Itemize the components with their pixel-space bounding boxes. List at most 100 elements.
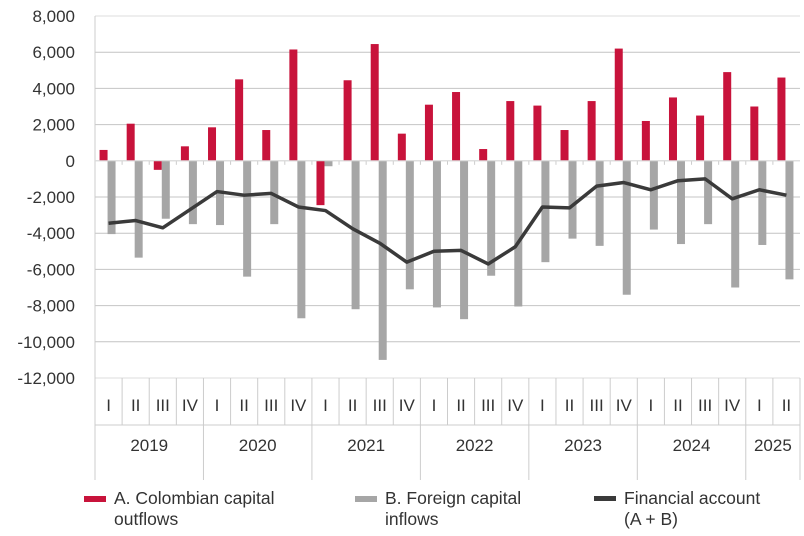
bar-outflows	[424, 104, 433, 161]
x-tick-label: III	[481, 396, 495, 415]
bar-inflows	[107, 160, 116, 235]
year-label: 2021	[347, 436, 385, 455]
y-tick-label: 6,000	[32, 43, 75, 62]
legend-label: Financial account	[624, 488, 761, 508]
line-financial-account	[108, 177, 787, 266]
bar-outflows	[587, 101, 596, 161]
year-label: 2019	[130, 436, 168, 455]
x-tick-label: II	[782, 396, 791, 415]
bar-inflows	[785, 160, 794, 280]
y-tick-label: 8,000	[32, 7, 75, 26]
chart-svg: 8,000 6,000 4,000 2,000 0 -2,000 -4,000 -6,000 -…	[17, 7, 801, 480]
y-tick-label: -10,000	[17, 333, 75, 352]
bar-outflows	[777, 77, 786, 161]
bar-outflows	[343, 80, 352, 161]
bar-inflows	[243, 160, 252, 277]
bar-outflows	[316, 160, 325, 206]
y-tick-label: -2,000	[27, 188, 75, 207]
legend-label: A. Colombian capital	[114, 488, 275, 508]
y-tick-label: -6,000	[27, 260, 75, 279]
bar-inflows	[351, 160, 360, 310]
bar-inflows	[432, 160, 441, 308]
bar-outflows	[180, 146, 189, 161]
bar-outflows	[506, 101, 515, 161]
x-tick-label: II	[565, 396, 574, 415]
x-tick-label: II	[131, 396, 140, 415]
bar-inflows	[270, 160, 279, 225]
x-tick-label: III	[590, 396, 604, 415]
year-label: 2020	[239, 436, 277, 455]
x-tick-label: III	[156, 396, 170, 415]
x-tick-label: IV	[616, 396, 633, 415]
y-tick-label: 4,000	[32, 79, 75, 98]
bar-outflows	[533, 105, 542, 161]
bar-inflows	[514, 160, 523, 307]
y-tick-label: 2,000	[32, 116, 75, 135]
legend-swatch	[84, 496, 106, 502]
legend-label: outflows	[114, 509, 179, 529]
bar-outflows	[126, 123, 135, 161]
bar-inflows	[324, 160, 333, 167]
bar-outflows	[397, 133, 406, 161]
bar-outflows	[696, 115, 705, 161]
x-tick-label: IV	[724, 396, 741, 415]
x-tick-label: III	[698, 396, 712, 415]
legend-item-outflows: A. Colombian capital outflows	[84, 488, 275, 530]
bar-inflows	[188, 160, 197, 225]
bar-inflows	[704, 160, 713, 225]
bar-inflows	[676, 160, 685, 245]
x-tick-label: II	[239, 396, 248, 415]
x-tick-label: IV	[182, 396, 199, 415]
bar-inflows	[297, 160, 306, 319]
x-tick-label: II	[348, 396, 357, 415]
y-tick-label: 0	[66, 152, 75, 171]
bar-inflows	[460, 160, 469, 320]
bar-inflows	[487, 160, 496, 276]
bar-outflows	[452, 92, 461, 161]
bar-inflows	[568, 160, 577, 239]
x-tick-label: I	[106, 396, 111, 415]
bar-outflows	[750, 106, 759, 161]
bar-inflows	[541, 160, 550, 263]
bar-inflows	[622, 160, 631, 295]
legend-swatch	[355, 496, 377, 502]
x-tick-label: I	[215, 396, 220, 415]
bar-inflows	[649, 160, 658, 230]
bar-outflows	[370, 44, 379, 161]
bar-inflows	[595, 160, 604, 246]
year-label: 2024	[673, 436, 711, 455]
bar-outflows	[668, 97, 677, 161]
bar-outflows	[614, 48, 623, 161]
x-tick-label: II	[456, 396, 465, 415]
bar-inflows	[731, 160, 740, 288]
bar-outflows	[641, 120, 650, 161]
bar-outflows	[723, 72, 732, 161]
y-tick-label: -8,000	[27, 297, 75, 316]
x-tick-label: I	[757, 396, 762, 415]
bar-outflows	[99, 149, 108, 161]
x-tick-label: IV	[399, 396, 416, 415]
bar-outflows	[479, 149, 488, 161]
bar-outflows	[289, 49, 298, 161]
bar-inflows	[405, 160, 414, 290]
legend-label: inflows	[385, 509, 439, 529]
x-tick-label: I	[540, 396, 545, 415]
x-tick-label: I	[432, 396, 437, 415]
x-tick-label: II	[673, 396, 682, 415]
legend-swatch	[594, 496, 616, 501]
y-tick-label: -12,000	[17, 369, 75, 388]
x-tick-label: IV	[290, 396, 307, 415]
x-tick-label: IV	[507, 396, 524, 415]
x-tick-label: I	[648, 396, 653, 415]
x-tick-label: I	[323, 396, 328, 415]
bar-inflows	[378, 160, 387, 360]
bar-outflows	[262, 130, 271, 161]
bar-inflows	[134, 160, 143, 258]
bar-outflows	[153, 160, 162, 170]
x-tick-label: III	[264, 396, 278, 415]
legend-item-financial-account: Financial account (A + B)	[594, 488, 760, 530]
bar-outflows	[235, 79, 244, 161]
legend-item-inflows: B. Foreign capital inflows	[355, 488, 521, 530]
legend-label: (A + B)	[624, 509, 678, 529]
